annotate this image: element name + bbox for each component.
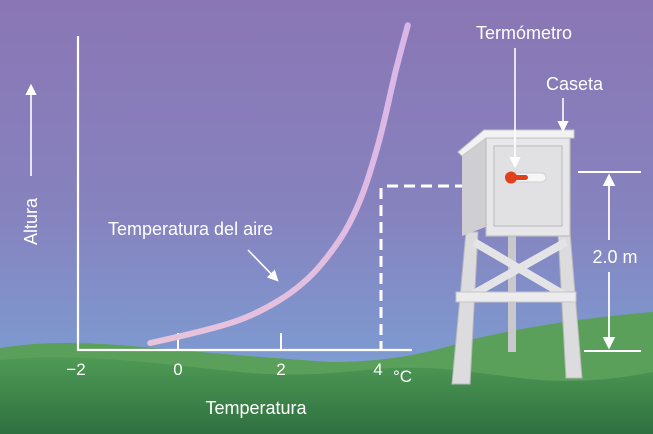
height-label: 2.0 m: [592, 247, 637, 267]
temperature-chart: −2 0 2 4 °C Temperatura Altura Temperatu…: [21, 22, 468, 418]
series-label-arrow: [247, 249, 279, 282]
x-tick-label-2: 2: [276, 360, 285, 379]
weather-shelter: [451, 129, 583, 385]
x-axis-title: Temperatura: [205, 398, 307, 418]
shelter-roof: [457, 129, 575, 157]
thermometer-bulb: [505, 171, 517, 184]
shelter-crossbar: [455, 291, 577, 303]
x-tick-label-1: 0: [173, 360, 182, 379]
thermometer-label: Termómetro: [476, 23, 572, 43]
shelter-box-door: [493, 145, 563, 227]
air-temperature-curve: [147, 22, 411, 346]
series-label: Temperatura del aire: [108, 219, 273, 239]
y-axis-title: Altura: [21, 197, 41, 245]
shelter-brace-2: [468, 238, 568, 300]
x-tick-label-3: 4: [373, 360, 382, 379]
x-tick-label-0: −2: [66, 360, 85, 379]
x-unit-label: °C: [393, 367, 412, 386]
shelter-box-side: [462, 134, 488, 236]
shelter-label: Caseta: [546, 74, 604, 94]
hill-front: [0, 357, 653, 434]
shelter-leg-left: [451, 231, 479, 385]
